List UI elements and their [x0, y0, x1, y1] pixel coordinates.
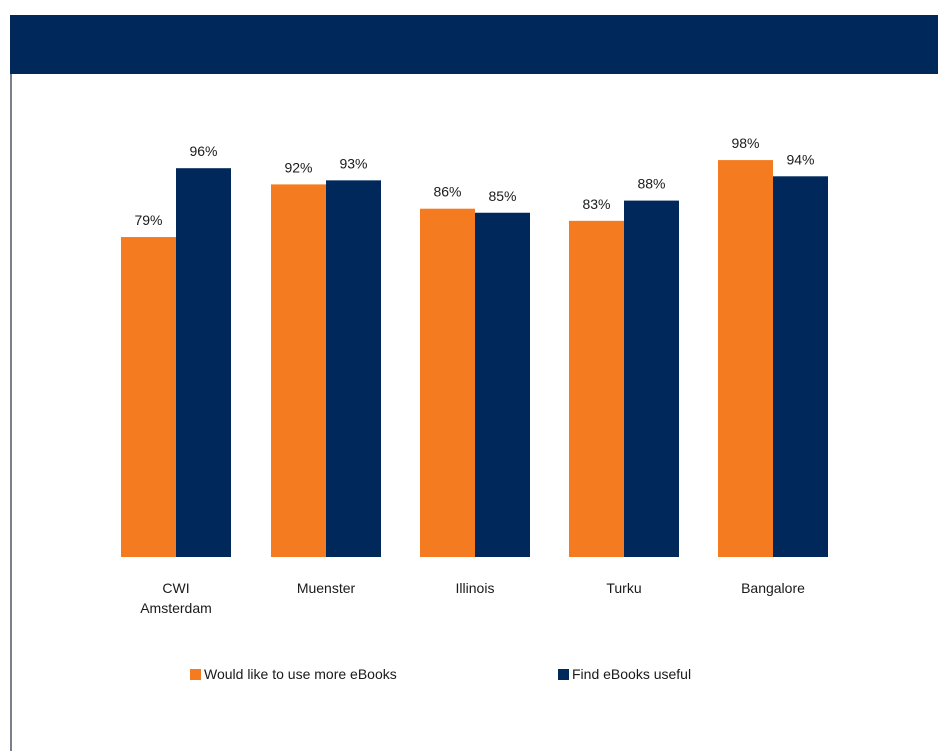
data-label-0-0: 79%	[134, 212, 162, 228]
data-label-1-1: 93%	[339, 155, 367, 171]
header-band	[10, 15, 938, 74]
bar-1-0	[176, 168, 231, 557]
legend-label-would-like-more: Would like to use more eBooks	[204, 666, 397, 682]
legend-item-find-useful: Find eBooks useful	[558, 666, 691, 682]
category-label-2-0: Illinois	[456, 580, 495, 596]
data-label-1-2: 85%	[488, 188, 516, 204]
data-label-0-1: 92%	[284, 159, 312, 175]
data-label-0-4: 98%	[731, 135, 759, 151]
bar-1-4	[773, 176, 828, 558]
bar-1-3	[624, 200, 679, 557]
category-label-3-0: Turku	[606, 580, 641, 596]
data-label-0-3: 83%	[582, 196, 610, 212]
category-label-1-0: Muenster	[297, 580, 356, 596]
category-label-0-1: Amsterdam	[140, 600, 212, 616]
bar-0-0	[121, 237, 176, 558]
bar-0-2	[420, 208, 475, 557]
bar-1-1	[326, 180, 381, 557]
data-label-1-4: 94%	[786, 151, 814, 167]
legend-item-would-like-more: Would like to use more eBooks	[190, 666, 397, 682]
left-border-rule	[10, 74, 12, 751]
legend-label-find-useful: Find eBooks useful	[572, 666, 692, 682]
legend-swatch-navy	[558, 668, 569, 680]
bar-0-1	[271, 184, 326, 557]
category-label-0-0: CWI	[162, 580, 189, 596]
data-label-0-2: 86%	[433, 184, 461, 200]
bar-0-4	[718, 160, 773, 557]
chart-legend: Would like to use more eBooks Find eBook…	[190, 666, 890, 686]
category-label-4-0: Bangalore	[741, 580, 805, 596]
bar-0-3	[569, 220, 624, 557]
legend-swatch-orange	[190, 668, 201, 680]
data-label-1-3: 88%	[637, 176, 665, 192]
data-label-1-0: 96%	[189, 143, 217, 159]
bar-1-2	[475, 212, 530, 557]
